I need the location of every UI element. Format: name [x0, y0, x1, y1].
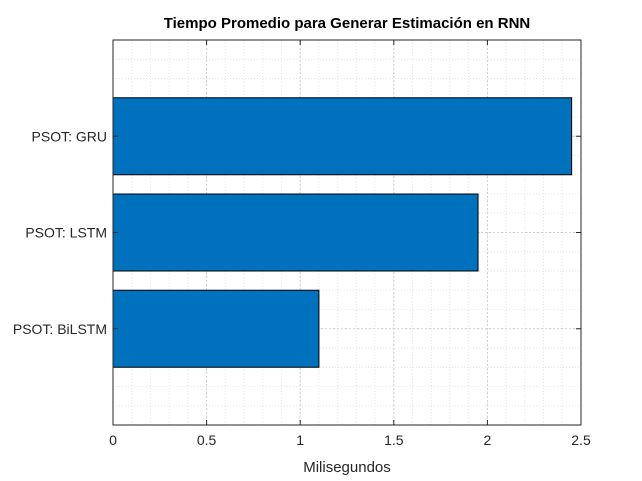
x-tick-label: 0: [109, 432, 117, 448]
x-tick-label: 0.5: [197, 432, 217, 448]
chart-title: Tiempo Promedio para Generar Estimación …: [164, 15, 531, 32]
bar-group: [112, 97, 573, 368]
x-tick-label: 1: [296, 432, 304, 448]
y-tick-labels: PSOT: GRU PSOT: LSTM PSOT: BiLSTM: [13, 128, 107, 337]
axis-ticks: [112, 40, 582, 425]
x-tick-label: 2: [484, 432, 492, 448]
y-tick-label: PSOT: BiLSTM: [13, 321, 107, 337]
bar: [112, 193, 479, 272]
bar: [112, 289, 320, 368]
y-tick-label: PSOT: LSTM: [25, 225, 107, 241]
x-tick-label: 2.5: [571, 432, 591, 448]
y-tick-label: PSOT: GRU: [32, 128, 107, 144]
bar: [112, 97, 573, 176]
x-tick-labels: 0 0.5 1 1.5 2 2.5: [109, 432, 591, 448]
x-tick-label: 1.5: [384, 432, 404, 448]
x-axis-label: Milisegundos: [303, 459, 391, 476]
